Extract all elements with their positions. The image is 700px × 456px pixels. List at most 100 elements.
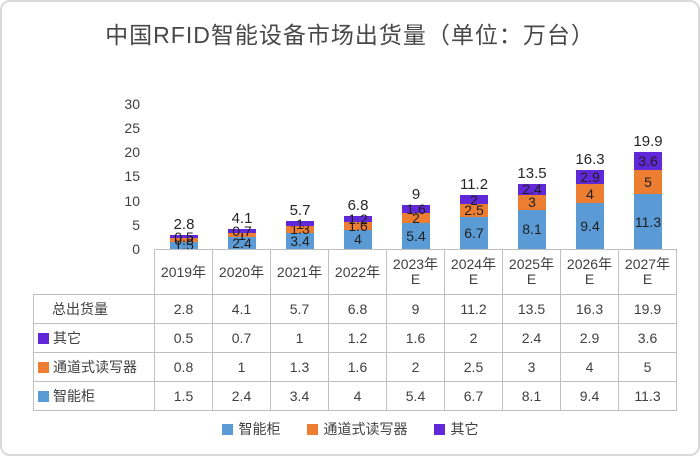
bar-segment-智能柜: 2.4	[228, 235, 256, 252]
bar-segment-其它: 1.2	[344, 212, 372, 226]
legend-item-其它: 其它	[433, 419, 479, 439]
total-data-label: 2.8	[173, 216, 195, 234]
total-data-label: 5.7	[289, 202, 311, 220]
y-tick-label: 25	[124, 119, 140, 136]
segment-data-label: 0.7	[232, 222, 252, 239]
y-tick-label: 0	[132, 241, 140, 257]
bar-segment-其它: 0.5	[170, 230, 198, 244]
table-value-cell: 4	[561, 353, 619, 382]
segment-data-label: 1.6	[348, 217, 368, 234]
data-table: 2019年 2020年 2021年 2022年 2023年E 2024年E 2025年E 20…	[33, 249, 677, 411]
legend-swatch-icon	[433, 423, 445, 435]
bar-segment-其它: 2	[460, 191, 488, 208]
legend-item-智能柜: 智能柜	[221, 419, 281, 439]
segment-data-label: 2.9	[580, 168, 600, 185]
legend-item-通道式读写器: 通道式读写器	[306, 419, 408, 439]
table-corner-spacer	[33, 249, 155, 295]
table-value-cell: 1.3	[271, 353, 329, 382]
table-value-cell: 0.7	[213, 324, 271, 353]
table-value-cell: 4	[329, 382, 387, 411]
segment-data-label: 2.4	[232, 235, 252, 252]
table-value-cell: 0.5	[155, 324, 213, 353]
legend-label: 通道式读写器	[323, 421, 408, 437]
bar-segment-其它: 1	[286, 217, 314, 231]
segment-data-label: 1.5	[174, 237, 194, 254]
table-value-cell: 1.5	[155, 382, 213, 411]
legend: 智能柜 通道式读写器 其它	[2, 419, 698, 439]
total-data-label: 13.5	[517, 164, 547, 182]
segment-data-label: 8.1	[522, 221, 542, 238]
table-value-cell: 1	[213, 353, 271, 382]
bar-segment-通道式读写器: 1.6	[344, 217, 372, 234]
segment-data-label: 3.6	[638, 153, 658, 170]
y-tick-label: 15	[124, 168, 140, 185]
table-header-cell: 2025年E	[503, 249, 561, 295]
total-data-label: 19.9	[633, 133, 663, 151]
table-header-cell: 2022年	[329, 249, 387, 295]
table-row-label: 智能柜	[33, 382, 155, 411]
legend-key-icon	[38, 390, 49, 402]
legend-key-icon	[38, 361, 49, 373]
segment-data-label: 5.4	[406, 227, 426, 244]
table-value-cell: 1	[271, 324, 329, 353]
legend-label: 智能柜	[238, 421, 281, 437]
table-value-cell: 11.3	[619, 382, 677, 411]
bar-segment-通道式读写器: 2.5	[460, 203, 488, 217]
bar-segment-智能柜: 4	[344, 229, 372, 249]
table-value-cell: 0.8	[155, 353, 213, 382]
segment-data-label: 3.4	[290, 232, 310, 249]
table-header-cell: 2020年	[213, 249, 271, 295]
bar-segment-智能柜: 3.4	[286, 232, 314, 249]
segment-data-label: 1	[238, 226, 246, 243]
segment-data-label: 9.4	[580, 218, 600, 235]
segment-data-label: 4	[586, 185, 594, 202]
segment-data-label: 5	[644, 174, 652, 191]
table-value-cell: 2	[445, 324, 503, 353]
table-value-cell: 1.2	[329, 324, 387, 353]
table-value-cell: 2.4	[213, 382, 271, 411]
bar-segment-智能柜: 5.4	[402, 222, 430, 249]
bar-segment-其它: 2.9	[576, 168, 604, 185]
segment-data-label: 4	[354, 231, 362, 248]
bar-segment-其它: 3.6	[634, 152, 662, 170]
table-value-cell: 2.4	[503, 324, 561, 353]
y-tick-label: 20	[124, 144, 140, 160]
table-value-cell: 2.8	[155, 295, 213, 324]
table-row-label: 通道式读写器	[33, 353, 155, 382]
segment-data-label: 0.5	[174, 228, 194, 245]
bar-segment-智能柜: 6.7	[460, 216, 488, 249]
table-value-cell: 4.1	[213, 295, 271, 324]
bar-segment-通道式读写器: 3	[518, 195, 546, 210]
bar-segment-通道式读写器: 4	[576, 184, 604, 204]
table-value-cell: 11.2	[445, 295, 503, 324]
table-value-cell: 16.3	[561, 295, 619, 324]
table-value-cell: 1.6	[387, 324, 445, 353]
y-tick-label: 5	[132, 216, 140, 233]
bar-segment-其它: 1.6	[402, 201, 430, 218]
y-tick-label: 30	[124, 95, 140, 112]
legend-label: 其它	[450, 421, 479, 437]
table-value-cell: 2	[387, 353, 445, 382]
bar-segment-通道式读写器: 2	[402, 209, 430, 226]
table-value-cell: 5	[619, 353, 677, 382]
table-value-cell: 19.9	[619, 295, 677, 324]
bar-segment-智能柜: 9.4	[576, 203, 604, 249]
segment-data-label: 1.6	[406, 201, 426, 218]
bar-segment-智能柜: 11.3	[634, 194, 662, 249]
table-value-cell: 9.4	[561, 382, 619, 411]
table-value-cell: 2.5	[445, 353, 503, 382]
segment-data-label: 2	[412, 209, 420, 226]
bar-segment-通道式读写器: 1	[228, 228, 256, 242]
table-value-cell: 5.7	[271, 295, 329, 324]
total-data-label: 9	[411, 186, 421, 204]
bar-segment-智能柜: 1.5	[170, 238, 198, 252]
segment-data-label: 2	[470, 191, 478, 208]
table-value-cell: 3.4	[271, 382, 329, 411]
table-header-cell: 2026年E	[561, 249, 619, 295]
total-data-label: 6.8	[347, 197, 369, 215]
table-value-cell: 3	[503, 353, 561, 382]
total-data-label: 11.2	[459, 175, 489, 193]
table-header-cell: 2019年	[155, 249, 213, 295]
bar-segment-其它: 2.4	[518, 182, 546, 196]
